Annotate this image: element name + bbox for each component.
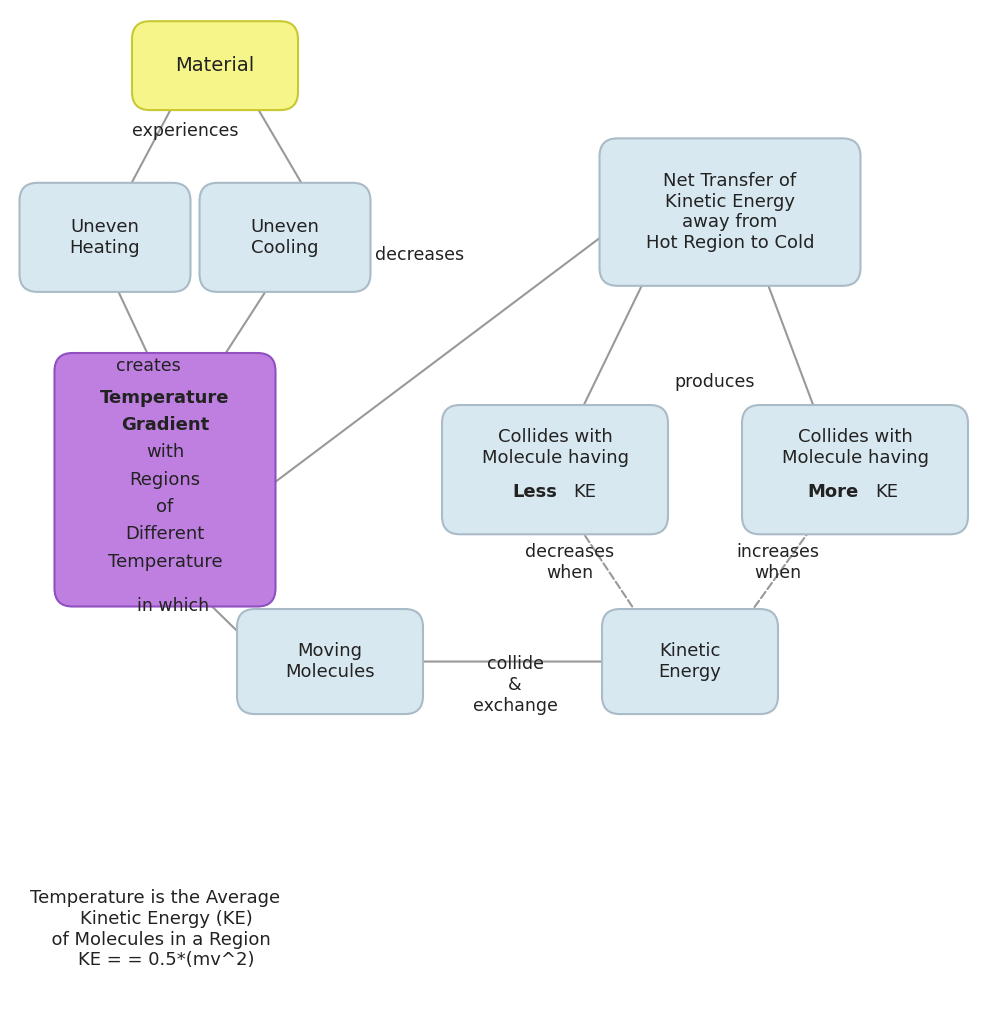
FancyBboxPatch shape [19, 183, 190, 292]
Text: Collides with
Molecule having: Collides with Molecule having [482, 428, 629, 467]
Text: More: More [807, 483, 859, 501]
Text: Net Transfer of
Kinetic Energy
away from
Hot Region to Cold: Net Transfer of Kinetic Energy away from… [646, 172, 814, 252]
Text: collide
&
exchange: collide & exchange [473, 654, 557, 715]
Text: KE: KE [876, 483, 898, 501]
Text: Temperature: Temperature [100, 389, 230, 407]
Text: Uneven
Cooling: Uneven Cooling [251, 218, 319, 257]
Text: increases
when: increases when [736, 543, 820, 582]
Text: Temperature: Temperature [108, 552, 222, 571]
Text: experiences: experiences [132, 122, 238, 140]
Text: Moving
Molecules: Moving Molecules [285, 642, 375, 681]
Text: with: with [146, 443, 184, 462]
Text: Material: Material [175, 57, 255, 75]
Text: Uneven
Heating: Uneven Heating [70, 218, 140, 257]
FancyBboxPatch shape [442, 405, 668, 534]
FancyBboxPatch shape [237, 609, 423, 714]
Text: Less: Less [513, 483, 557, 501]
Text: Temperature is the Average
    Kinetic Energy (KE)
  of Molecules in a Region
  : Temperature is the Average Kinetic Energ… [30, 889, 280, 970]
FancyBboxPatch shape [132, 21, 298, 110]
FancyBboxPatch shape [199, 183, 370, 292]
Text: produces: produces [675, 373, 755, 391]
Text: Collides with
Molecule having: Collides with Molecule having [782, 428, 928, 467]
Text: creates: creates [116, 357, 180, 375]
Text: KE: KE [574, 483, 597, 501]
FancyBboxPatch shape [742, 405, 968, 534]
Text: Regions: Regions [129, 471, 201, 489]
Text: decreases: decreases [375, 245, 465, 264]
Text: decreases
when: decreases when [525, 543, 615, 582]
Text: Different: Different [125, 525, 205, 543]
Text: of: of [156, 498, 174, 516]
FancyBboxPatch shape [602, 609, 778, 714]
FancyBboxPatch shape [599, 138, 860, 286]
Text: in which: in which [137, 597, 209, 615]
Text: Gradient: Gradient [121, 416, 209, 434]
Text: Kinetic
Energy: Kinetic Energy [659, 642, 721, 681]
FancyBboxPatch shape [55, 352, 276, 606]
